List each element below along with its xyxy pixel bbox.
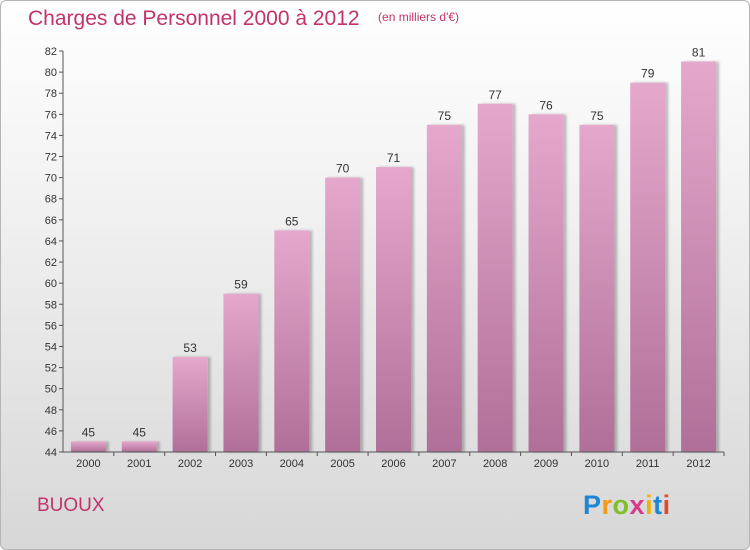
data-label: 75 xyxy=(590,109,604,123)
data-label: 45 xyxy=(133,425,147,439)
chart-subtitle: (en milliers d'€) xyxy=(378,10,460,24)
y-tick-label: 48 xyxy=(45,405,57,417)
chart-title: Charges de Personnel 2000 à 2012 xyxy=(28,7,360,30)
data-label: 75 xyxy=(438,109,452,123)
x-tick-label: 2008 xyxy=(483,458,507,470)
x-tick-label: 2010 xyxy=(585,458,609,470)
bar-2005 xyxy=(325,177,361,452)
commune-name: BUOUX xyxy=(37,495,105,516)
y-tick-label: 70 xyxy=(45,173,57,185)
x-tick-label: 2006 xyxy=(381,458,405,470)
y-tick-label: 54 xyxy=(45,341,57,353)
data-label: 70 xyxy=(336,162,350,176)
x-tick-label: 2007 xyxy=(432,458,456,470)
x-tick-label: 2009 xyxy=(534,458,558,470)
y-tick-label: 78 xyxy=(45,88,57,100)
y-tick-label: 44 xyxy=(45,447,57,459)
y-tick-label: 52 xyxy=(45,363,57,375)
bar-2009 xyxy=(528,114,564,452)
x-tick-label: 2000 xyxy=(76,458,100,470)
y-tick-label: 76 xyxy=(45,109,57,121)
bar-2001 xyxy=(121,441,157,452)
x-tick-label: 2002 xyxy=(178,458,202,470)
data-label: 77 xyxy=(489,88,503,102)
x-tick-label: 2003 xyxy=(229,458,253,470)
y-tick-label: 68 xyxy=(45,194,57,206)
bar-2012 xyxy=(681,61,717,452)
data-label: 45 xyxy=(82,425,96,439)
data-label: 65 xyxy=(285,214,299,228)
data-label: 59 xyxy=(234,278,248,292)
y-tick-label: 66 xyxy=(45,215,57,227)
y-tick-label: 58 xyxy=(45,299,57,311)
y-tick-label: 56 xyxy=(45,320,57,332)
data-label: 71 xyxy=(387,151,401,165)
y-tick-label: 50 xyxy=(45,384,57,396)
y-tick-label: 60 xyxy=(45,278,57,290)
data-label: 79 xyxy=(641,67,655,81)
y-tick-label: 46 xyxy=(45,426,57,438)
bar-2008 xyxy=(477,103,513,453)
bar-2003 xyxy=(223,293,259,452)
data-label: 81 xyxy=(692,46,706,60)
bar-2010 xyxy=(579,124,615,453)
bar-2011 xyxy=(630,82,666,452)
bar-2007 xyxy=(426,124,462,453)
title-row: Charges de Personnel 2000 à 2012 (en mil… xyxy=(28,7,459,31)
y-tick-label: 80 xyxy=(45,67,57,79)
bars: 45 45 53 59 65 70 71 75 77 76 75 79 81 xyxy=(70,46,717,453)
bar-2004 xyxy=(274,230,310,452)
x-tick-label: 2011 xyxy=(636,458,660,470)
y-tick-label: 74 xyxy=(45,130,57,142)
y-tick-label: 72 xyxy=(45,152,57,164)
bar-2002 xyxy=(172,357,208,452)
y-tick-label: 62 xyxy=(45,257,57,269)
bar-2000 xyxy=(70,441,106,452)
x-tick-label: 2012 xyxy=(686,458,710,470)
x-axis: 2000 2001 2002 2003 2004 2005 2006 2007 2008 2009… xyxy=(63,451,725,470)
y-axis: 44 46 48 50 52 54 56 58 60 62 64 66 68 70 72 74 76 78 80 82 xyxy=(45,46,64,459)
x-tick-label: 2005 xyxy=(330,458,354,470)
x-tick-label: 2001 xyxy=(127,458,151,470)
y-tick-label: 82 xyxy=(45,46,57,58)
data-label: 76 xyxy=(539,98,553,112)
bar-2006 xyxy=(376,167,411,452)
x-tick-label: 2004 xyxy=(280,458,304,470)
proxiti-logo: Proxiti xyxy=(583,490,671,520)
data-label: 53 xyxy=(183,341,197,355)
y-tick-label: 64 xyxy=(45,236,57,248)
